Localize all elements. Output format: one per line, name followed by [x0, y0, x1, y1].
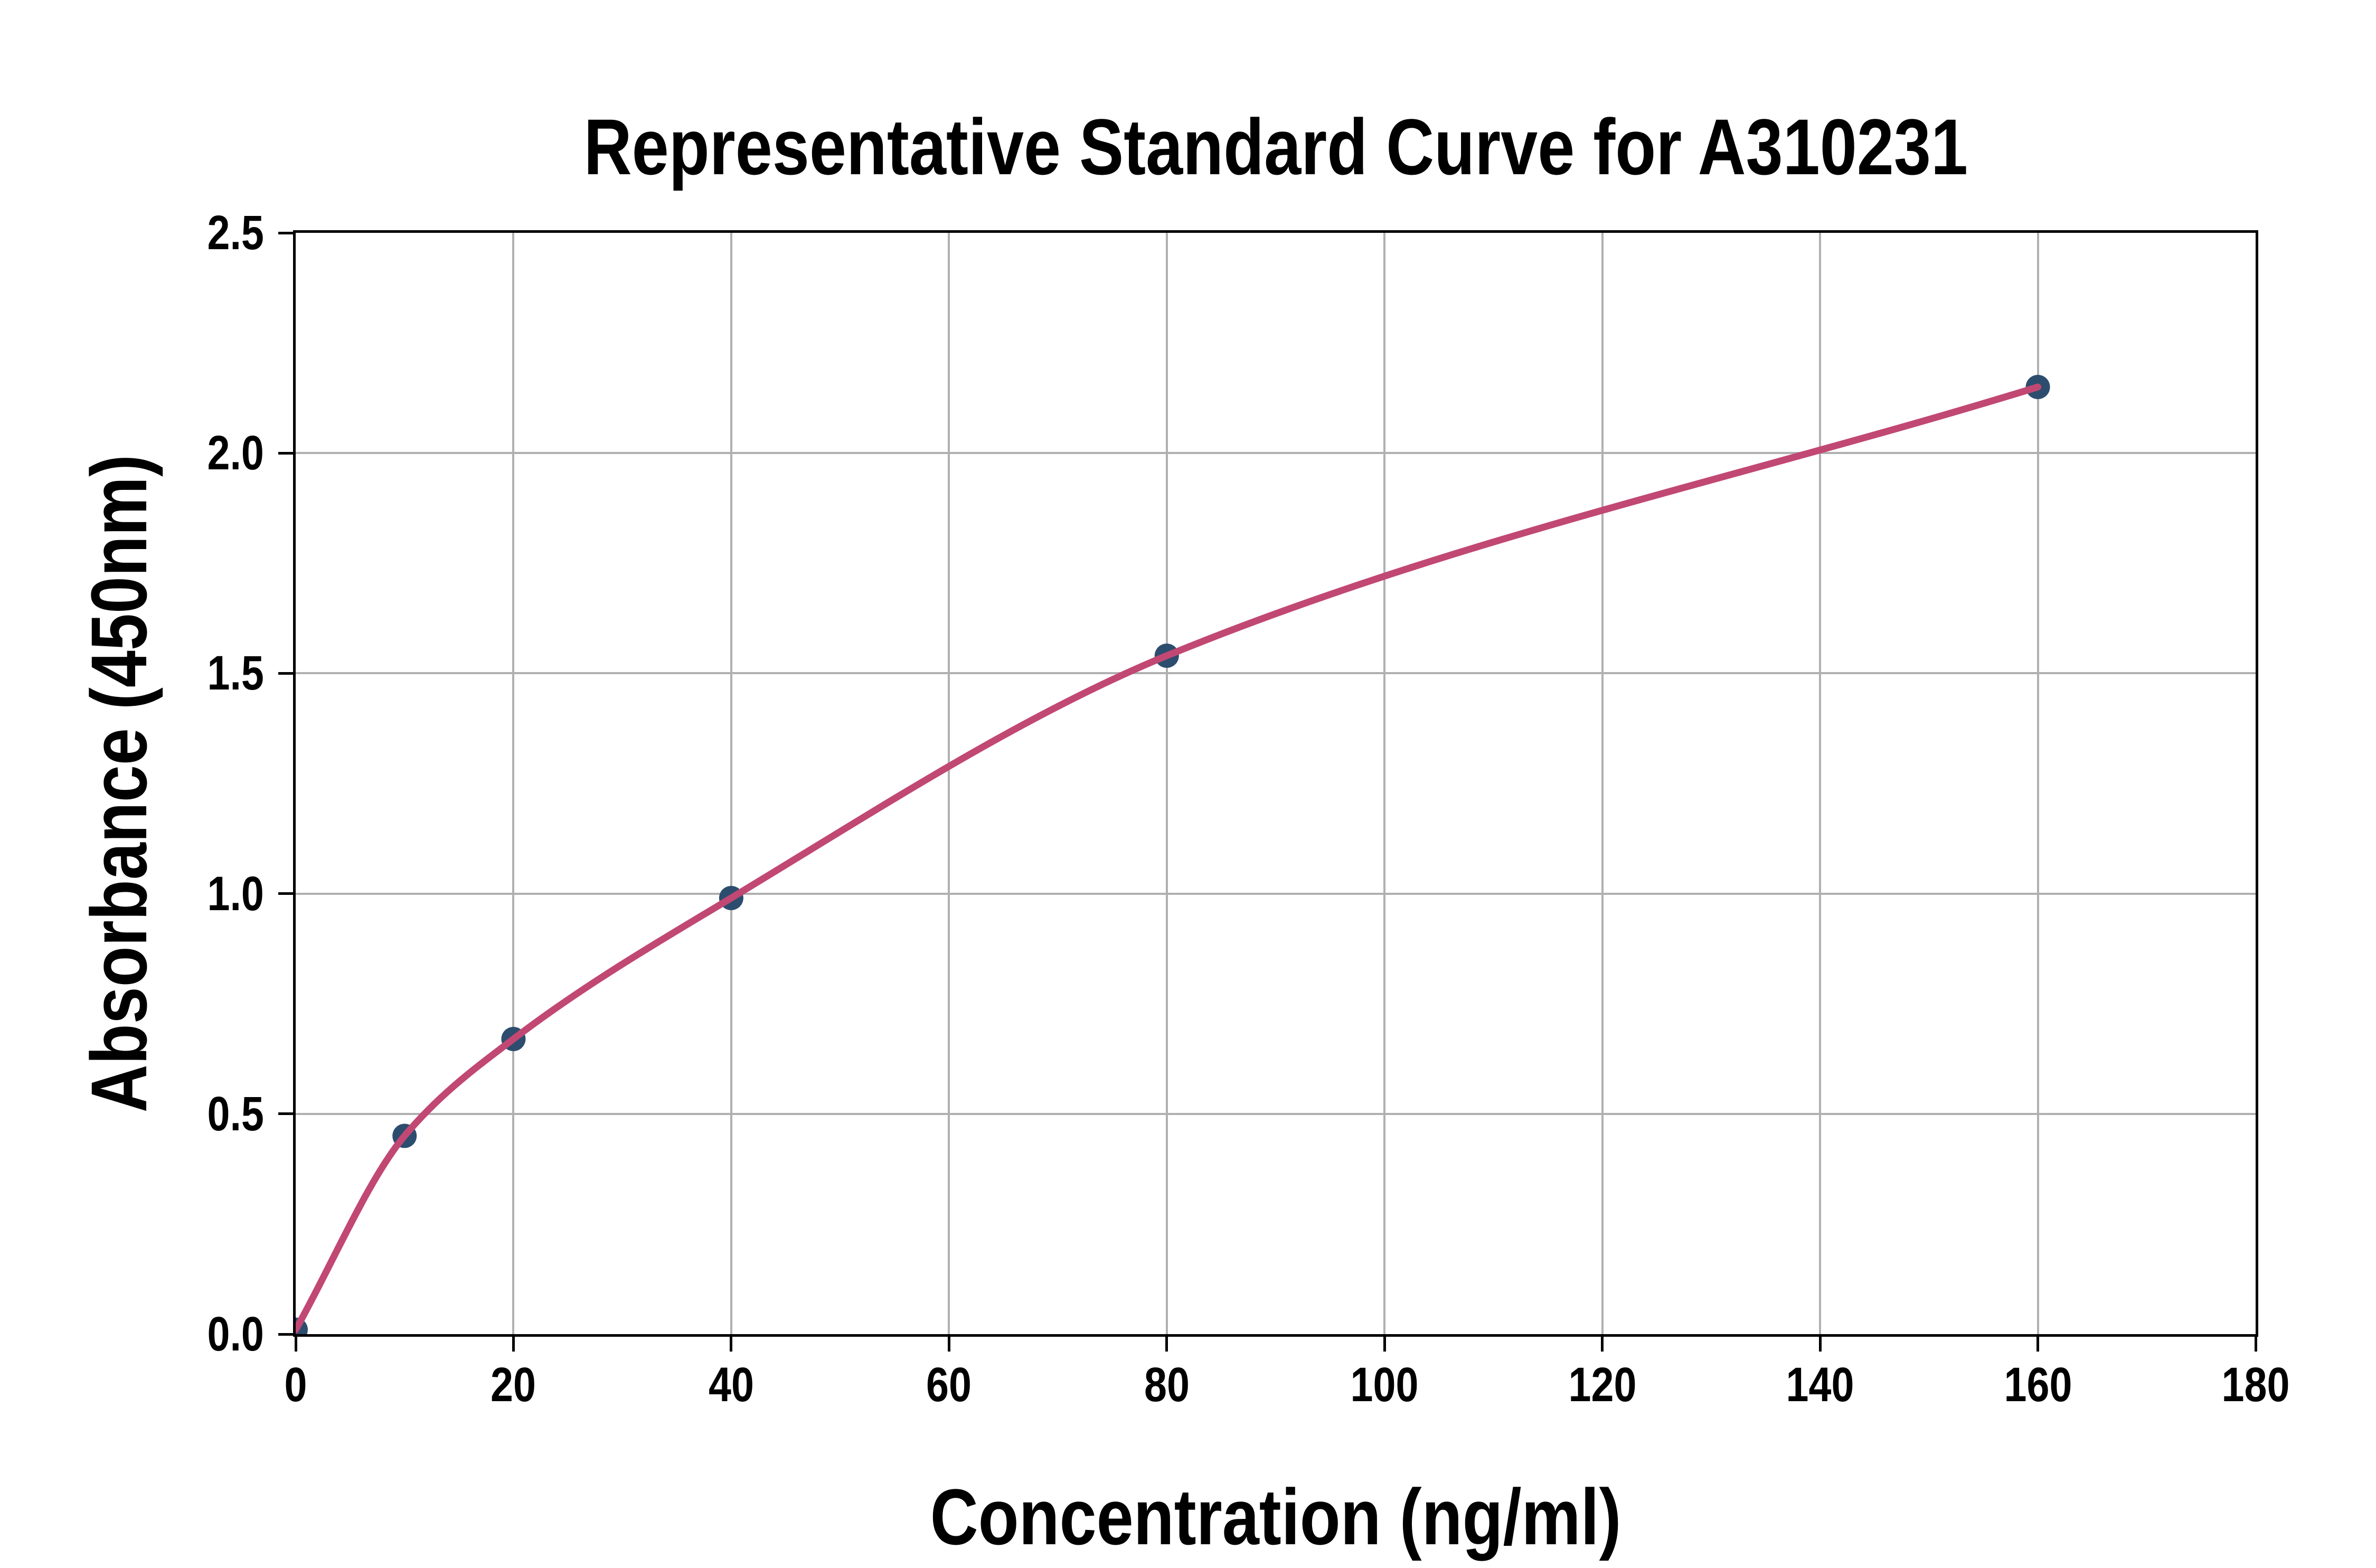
gridline-y-2: [296, 452, 2256, 455]
gridline-y-0.5: [296, 1112, 2256, 1115]
x-tick-mark-80: [1165, 1337, 1168, 1352]
y-tick-label-1.5: 1.5: [207, 646, 264, 701]
y-axis-label-text: Absorbance (450nm): [74, 454, 163, 1113]
x-tick-label-20: 20: [491, 1358, 536, 1412]
x-tick-mark-180: [2254, 1337, 2257, 1352]
x-tick-label-120: 120: [1568, 1358, 1637, 1412]
y-tick-label-1.0: 1.0: [207, 866, 264, 921]
x-axis-label-text: Concentration (ng/ml): [930, 1472, 1621, 1561]
gridline-y-1.5: [296, 672, 2256, 675]
y-tick-mark-0.5: [278, 1112, 293, 1116]
plot-area: [293, 230, 2258, 1337]
y-axis-label: Absorbance (450nm): [74, 256, 163, 1311]
fit-curve: [296, 383, 2042, 1334]
chart-title-text: Representative Standard Curve for A31023…: [583, 102, 1968, 191]
gridline-x-140: [1819, 233, 1822, 1334]
x-tick-mark-100: [1383, 1337, 1386, 1352]
gridline-x-100: [1383, 233, 1386, 1334]
x-tick-label-180: 180: [2221, 1358, 2290, 1412]
y-tick-label-2.5: 2.5: [207, 206, 264, 260]
gridline-x-160: [2036, 233, 2039, 1334]
x-tick-mark-140: [1818, 1337, 1822, 1352]
gridline-x-20: [512, 233, 515, 1334]
x-tick-label-140: 140: [1786, 1358, 1854, 1412]
gridline-x-80: [1165, 233, 1168, 1334]
y-tick-mark-2.5: [278, 231, 293, 234]
y-tick-mark-1: [278, 892, 293, 895]
x-tick-mark-160: [2036, 1337, 2040, 1352]
y-tick-mark-2: [278, 451, 293, 455]
y-tick-mark-1.5: [278, 672, 293, 675]
gridline-x-40: [730, 233, 732, 1334]
standard-curve-plot: [296, 375, 2050, 1334]
y-tick-mark-0: [278, 1333, 293, 1336]
x-tick-label-40: 40: [708, 1358, 754, 1412]
x-tick-mark-0: [294, 1337, 297, 1352]
x-tick-mark-120: [1601, 1337, 1604, 1352]
gridline-x-60: [948, 233, 950, 1334]
x-tick-label-60: 60: [926, 1358, 972, 1412]
x-tick-label-80: 80: [1144, 1358, 1190, 1412]
x-tick-label-0: 0: [284, 1358, 307, 1412]
y-tick-label-0.0: 0.0: [207, 1307, 264, 1361]
chart-title: Representative Standard Curve for A31023…: [293, 102, 2258, 191]
x-tick-mark-20: [512, 1337, 515, 1352]
x-tick-mark-40: [730, 1337, 733, 1352]
x-tick-label-160: 160: [2004, 1358, 2072, 1412]
gridline-y-1: [296, 892, 2256, 895]
x-tick-mark-60: [947, 1337, 950, 1352]
x-axis-label: Concentration (ng/ml): [293, 1472, 2258, 1561]
y-tick-label-2.0: 2.0: [207, 426, 264, 480]
gridline-x-120: [1601, 233, 1604, 1334]
x-tick-label-100: 100: [1350, 1358, 1419, 1412]
y-tick-label-0.5: 0.5: [207, 1087, 264, 1141]
